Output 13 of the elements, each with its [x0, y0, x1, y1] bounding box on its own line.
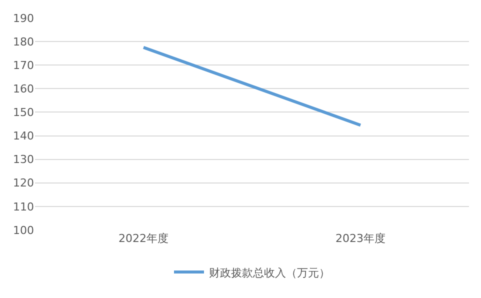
- y-tick-label: 170: [13, 58, 34, 72]
- x-tick-label: 2023年度: [336, 232, 386, 245]
- y-tick-label: 120: [13, 176, 34, 190]
- y-tick-label: 190: [13, 12, 34, 25]
- x-tick-label: 2022年度: [118, 232, 168, 245]
- y-tick-label: 160: [13, 82, 34, 96]
- y-tick-label: 180: [13, 35, 34, 48]
- y-tick-label: 110: [13, 200, 34, 214]
- y-tick-label: 150: [13, 106, 34, 120]
- y-tick-label: 140: [13, 130, 34, 143]
- y-tick-label: 130: [13, 153, 34, 166]
- legend-label: 财政拨款总收入（万元）: [209, 266, 330, 280]
- y-tick-label: 100: [13, 224, 34, 237]
